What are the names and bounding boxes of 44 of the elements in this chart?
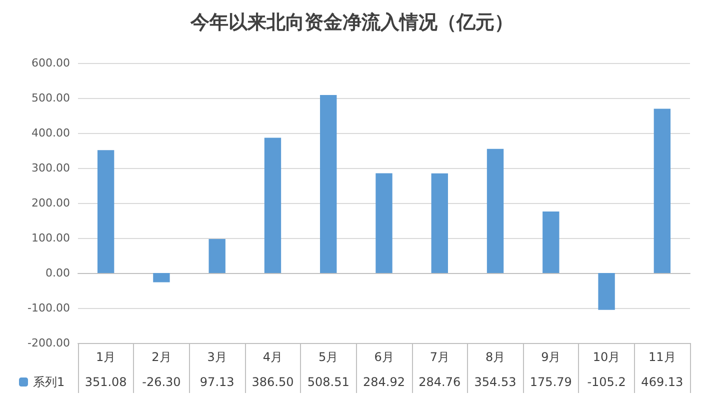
y-tick-label: 600.00 bbox=[32, 56, 70, 70]
x-tick-label: 7月 bbox=[430, 350, 450, 364]
x-tick-label: 4月 bbox=[262, 350, 283, 364]
data-label: 354.53 bbox=[474, 375, 516, 389]
y-tick-label: 0.00 bbox=[46, 266, 70, 280]
data-label: 386.50 bbox=[252, 375, 294, 389]
x-tick-label: 3月 bbox=[207, 350, 227, 364]
x-tick-label: 6月 bbox=[374, 350, 394, 364]
legend-label: 系列1 bbox=[33, 375, 65, 389]
bar bbox=[264, 138, 282, 273]
y-tick-label: 200.00 bbox=[32, 196, 70, 210]
x-tick-label: 9月 bbox=[541, 350, 561, 364]
y-tick-label: 300.00 bbox=[32, 162, 70, 174]
bar bbox=[376, 173, 392, 273]
x-tick-label: 2月 bbox=[152, 350, 172, 364]
bar bbox=[97, 150, 114, 273]
data-label: -26.30 bbox=[142, 375, 181, 389]
x-tick-label: 1月 bbox=[96, 350, 116, 364]
data-label: 97.13 bbox=[200, 375, 234, 389]
x-tick-label: 11月 bbox=[648, 350, 676, 364]
x-tick-label: 8月 bbox=[485, 350, 506, 364]
bar bbox=[208, 239, 226, 273]
x-tick-label: 5月 bbox=[318, 350, 338, 364]
data-label: 469.13 bbox=[641, 375, 684, 389]
y-tick-label: 500.00 bbox=[32, 92, 70, 104]
bar bbox=[153, 273, 170, 282]
bar bbox=[542, 211, 560, 273]
data-label: 508.51 bbox=[307, 375, 350, 389]
y-tick-label: -200.00 bbox=[28, 336, 70, 350]
bar bbox=[431, 173, 448, 273]
y-tick-label: 100.00 bbox=[32, 232, 70, 244]
bar bbox=[654, 108, 671, 273]
data-label: 284.92 bbox=[363, 375, 405, 389]
bar bbox=[486, 148, 504, 273]
x-tick-label: 10月 bbox=[592, 350, 620, 364]
data-label: 284.76 bbox=[418, 375, 461, 389]
data-label: -105.2 bbox=[587, 375, 626, 389]
bar bbox=[598, 273, 615, 310]
y-tick-label: -100.00 bbox=[28, 302, 70, 314]
bar bbox=[320, 95, 337, 273]
data-label: 175.79 bbox=[530, 375, 572, 389]
chart-title: 今年以来北向资金净流入情况（亿元） bbox=[190, 12, 514, 34]
y-tick-label: 400.00 bbox=[32, 126, 70, 140]
data-label: 351.08 bbox=[84, 375, 127, 389]
